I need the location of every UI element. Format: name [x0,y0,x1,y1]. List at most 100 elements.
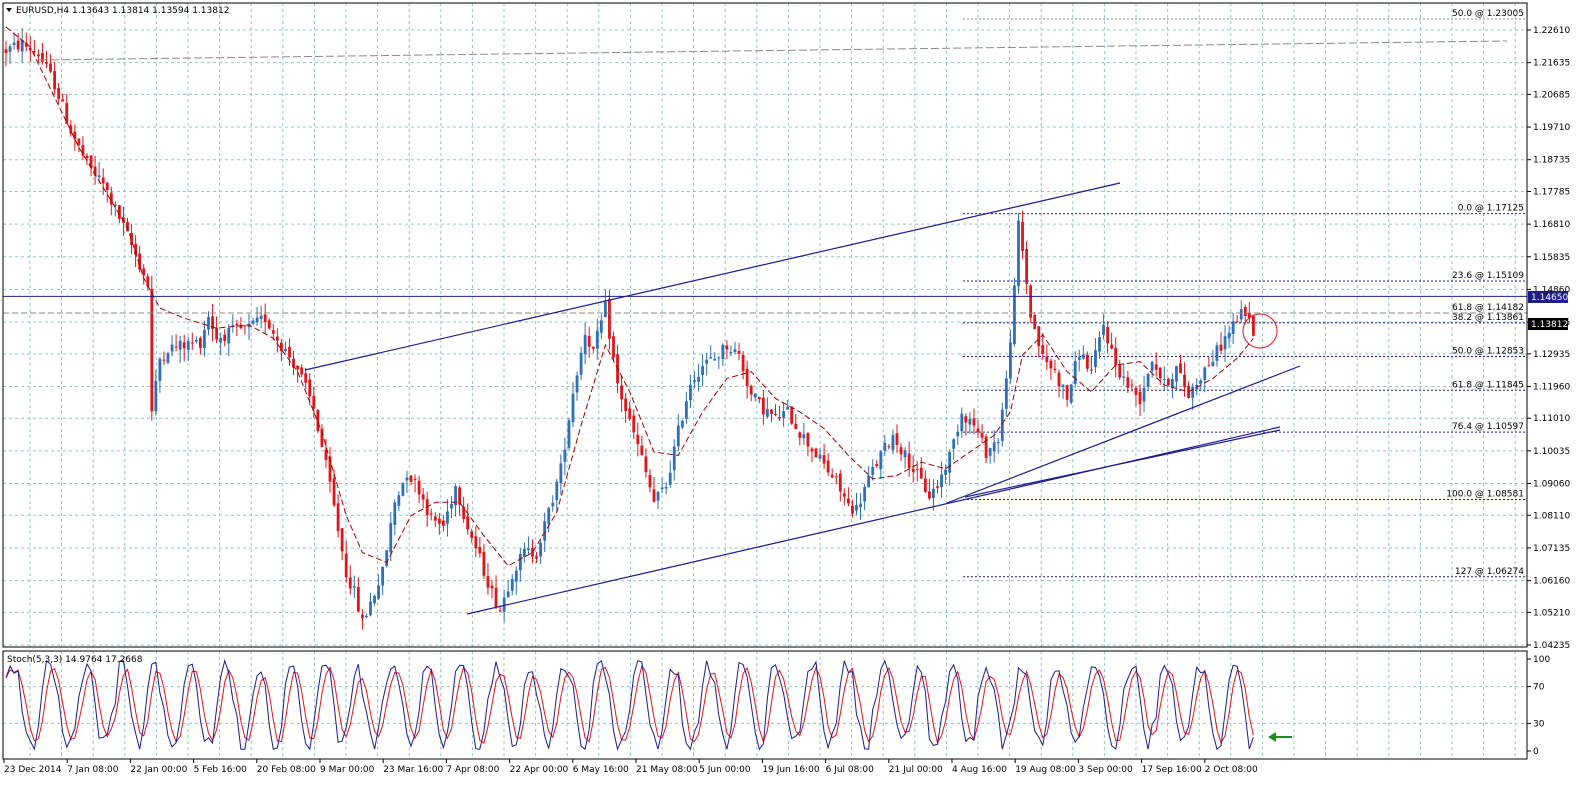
fib-upper-label: 50.0 @ 1.23005 [1452,9,1524,19]
candle-body [753,394,757,398]
fibonacci-labels: 0.0 @ 1.17125 23.6 @ 1.15109 38.2 @ 1.1386… [1446,9,1524,577]
candle-body [1114,347,1118,366]
candle-body [907,453,911,469]
candle-body [138,253,142,270]
candle-body [859,503,862,508]
candle-body [652,489,656,502]
candle-body [113,204,117,206]
candle-body [486,576,490,588]
candle-body [1179,363,1182,374]
candle-body [555,481,559,501]
candle-body [551,502,555,507]
candle-body [1122,376,1126,378]
main-grid [3,3,1527,647]
candle-body [786,406,790,410]
candle-body [263,314,267,323]
candle-body [308,379,312,397]
candle-body [1094,350,1097,367]
candle-body [409,475,413,482]
y-tick-label: 1.04235 [1533,641,1570,651]
candle-body [356,586,360,612]
candle-body [344,553,348,578]
candle-body [1090,369,1093,371]
candle-body [814,448,818,458]
candle-body [531,547,534,557]
candle-body [640,445,644,455]
candle-body [701,366,704,375]
candle-body [450,503,453,509]
candle-body [956,431,960,437]
candle-body [996,442,1000,444]
moving-average-line [5,26,1254,567]
candle-body [527,548,530,551]
candle-body [794,423,798,430]
candle-body [960,413,964,432]
dropdown-triangle-icon[interactable] [6,8,12,12]
candle-body [458,487,461,505]
candle-body [518,553,522,571]
candle-body [1009,342,1012,379]
fib-level-label: 76.4 @ 1.10597 [1452,422,1524,432]
candle-body [782,411,785,418]
candle-body [802,434,806,439]
price-line-label: 1.14650 [1528,291,1568,303]
candle-body [887,446,891,448]
candle-body [365,615,368,618]
candle-body [1154,364,1158,370]
candle-body [174,346,178,348]
candle-body [1106,326,1109,344]
candle-body [830,474,834,478]
candle-body [543,521,547,541]
candle-body [1073,361,1077,384]
candle-body [429,513,433,515]
candle-body [150,288,154,412]
candle-body [1191,387,1195,398]
candle-body [134,243,137,255]
candle-body [822,455,826,464]
candle-body [1126,377,1130,388]
candle-body [61,99,65,102]
candle-body [1183,374,1186,388]
x-tick-label: 5 Jun 00:00 [699,765,751,775]
candlesticks [4,28,1255,630]
candle-body [514,570,518,582]
candle-body [883,443,887,451]
x-tick-label: 19 Jun 16:00 [762,765,819,775]
candle-body [608,298,611,339]
fib-level-label: 23.6 @ 1.15109 [1452,271,1524,281]
fib-level-label: 100.0 @ 1.08581 [1446,490,1524,500]
candle-body [271,330,275,334]
candle-body [126,221,129,232]
candle-body [1061,384,1065,387]
x-tick-label: 23 Dec 2014 [4,765,62,775]
candle-body [980,432,984,438]
candle-body [1203,367,1207,381]
candle-body [940,474,943,488]
candle-body [1199,380,1203,384]
candle-body [215,328,218,340]
candle-body [389,523,393,553]
x-tick-label: 20 Feb 08:00 [257,765,316,775]
x-tick-label: 22 Apr 00:00 [510,765,569,775]
candle-body [851,505,854,514]
candle-body [944,469,947,475]
x-tick-label: 6 Jul 08:00 [826,765,875,775]
candle-body [1150,361,1154,371]
y-tick-label: 1.18735 [1533,156,1570,166]
candle-body [932,488,935,499]
candle-body [1029,285,1033,318]
candle-body [466,516,470,530]
candle-body [834,476,838,478]
candle-body [770,409,773,415]
candle-body [923,478,927,492]
stoch-tick-label: 100 [1533,655,1550,665]
fib-level-label: 127 @ 1.06274 [1455,567,1524,577]
candle-body [1243,306,1247,317]
candle-body [223,334,227,342]
trendline [946,365,1301,504]
candle-body [381,566,385,586]
candle-body [1175,366,1178,382]
x-tick-label: 19 Aug 08:00 [1015,765,1076,775]
candle-body [1239,309,1243,320]
upper-gray-trendline [39,40,1508,61]
